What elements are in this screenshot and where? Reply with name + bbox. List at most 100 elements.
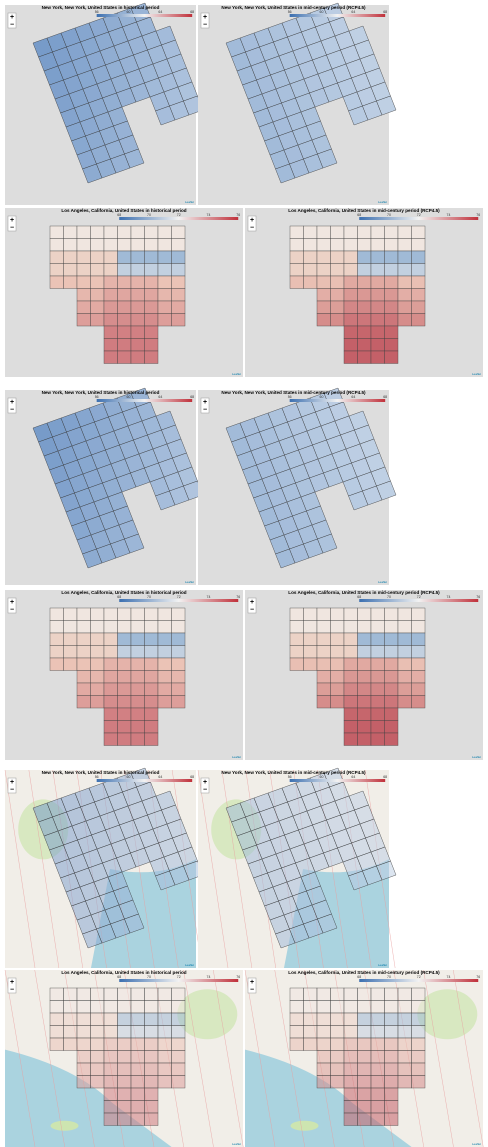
colorbar-tick: 68 <box>357 975 361 979</box>
zoom-in-button[interactable]: + <box>203 399 207 406</box>
grid-cell <box>357 1100 372 1114</box>
colorbar-tick: 76 <box>476 595 480 599</box>
zoom-out-button[interactable]: − <box>10 21 14 28</box>
colorbar-tick: 70 <box>147 595 151 599</box>
colorbar-tick: 64 <box>158 10 162 14</box>
grid-cell <box>76 1037 91 1051</box>
grid-cell <box>103 250 118 264</box>
grid-cell <box>330 1075 345 1089</box>
zoom-in-button[interactable]: + <box>10 14 14 21</box>
grid-cell <box>411 1050 426 1064</box>
zoom-out-button[interactable]: − <box>203 406 207 413</box>
colorbar-tick: 68 <box>117 213 121 217</box>
grid-cell <box>384 250 399 264</box>
grid-cell <box>130 250 145 264</box>
zoom-in-button[interactable]: + <box>203 14 207 21</box>
zoom-out-button[interactable]: − <box>10 606 14 613</box>
grid-cell <box>384 338 399 352</box>
zoom-out-button[interactable]: − <box>203 21 207 28</box>
grid-cell <box>343 263 358 277</box>
grid-cell <box>370 695 385 709</box>
grid-cell <box>384 607 399 621</box>
zoom-control: +− <box>7 777 17 793</box>
colorbar-tick: 76 <box>236 213 240 217</box>
attribution: Leaflet <box>472 1142 481 1146</box>
grid-cell <box>397 250 412 264</box>
grid-cell <box>130 682 145 696</box>
grid-cell <box>397 645 412 659</box>
grid-cell <box>76 1075 91 1089</box>
grid-cell <box>117 682 132 696</box>
grid-cell <box>49 1012 64 1026</box>
grid-cell <box>76 250 91 264</box>
grid-cell <box>357 263 372 277</box>
zoom-box <box>200 777 210 794</box>
zoom-in-button[interactable]: + <box>10 217 14 224</box>
grid-cell <box>316 1025 331 1039</box>
zoom-out-button[interactable]: − <box>10 986 14 993</box>
grid-cell <box>144 732 159 746</box>
grid-cell <box>343 732 358 746</box>
grid-cell <box>63 250 78 264</box>
zoom-out-button[interactable]: − <box>250 986 254 993</box>
grid-cell <box>144 695 159 709</box>
grid-cell <box>171 1012 186 1026</box>
grid-cell <box>130 1100 145 1114</box>
zoom-in-button[interactable]: + <box>250 599 254 606</box>
grid-cell <box>90 1000 105 1014</box>
zoom-in-button[interactable]: + <box>10 399 14 406</box>
grid-cell <box>144 1037 159 1051</box>
zoom-control: +− <box>7 977 17 994</box>
grid-cell <box>90 300 105 314</box>
zoom-in-button[interactable]: + <box>10 979 14 986</box>
grid-cell <box>144 632 159 646</box>
grid-cell <box>130 657 145 671</box>
grid-cell <box>370 1000 385 1014</box>
grid-cell <box>144 1112 159 1126</box>
zoom-box <box>7 977 17 994</box>
zoom-in-button[interactable]: + <box>10 599 14 606</box>
grid-cell <box>370 313 385 327</box>
grid-cell <box>90 238 105 252</box>
zoom-out-button[interactable]: − <box>10 224 14 231</box>
zoom-in-button[interactable]: + <box>250 979 254 986</box>
zoom-in-button[interactable]: + <box>250 217 254 224</box>
grid-cell <box>144 1062 159 1076</box>
grid-cell <box>411 682 426 696</box>
zoom-in-button[interactable]: + <box>203 779 207 786</box>
grid-cell <box>370 657 385 671</box>
grid-cell <box>49 263 64 277</box>
grid-cell <box>171 1075 186 1089</box>
grid-cell <box>103 238 118 252</box>
grid-cell <box>171 987 186 1001</box>
zoom-in-button[interactable]: + <box>10 779 14 786</box>
grid-cell <box>144 620 159 634</box>
grid-cell <box>357 275 372 289</box>
zoom-out-button[interactable]: − <box>10 786 14 793</box>
grid-cell <box>370 350 385 364</box>
colorbar-tick: 60 <box>127 775 131 779</box>
road <box>244 969 276 1147</box>
grid-cell <box>171 300 186 314</box>
grid-cell <box>117 1025 132 1039</box>
zoom-control: +− <box>247 215 257 231</box>
grid-cell <box>330 607 345 621</box>
zoom-out-button[interactable]: − <box>203 786 207 793</box>
grid-cell <box>316 263 331 277</box>
colorbar-tick: 74 <box>447 975 451 979</box>
grid-cell <box>357 1112 372 1126</box>
zoom-out-button[interactable]: − <box>10 406 14 413</box>
grid-cell <box>76 238 91 252</box>
colorbar-tick: 72 <box>177 595 181 599</box>
grid-cell <box>289 607 304 621</box>
grid-cell <box>384 732 399 746</box>
grid-cell <box>157 632 172 646</box>
grid-cell <box>124 148 145 169</box>
grid-cell <box>357 300 372 314</box>
grid-cell <box>103 288 118 302</box>
map-panel: New York, New York, United States in mid… <box>198 2 397 205</box>
zoom-out-button[interactable]: − <box>250 224 254 231</box>
grid-cell <box>90 607 105 621</box>
zoom-out-button[interactable]: − <box>250 606 254 613</box>
